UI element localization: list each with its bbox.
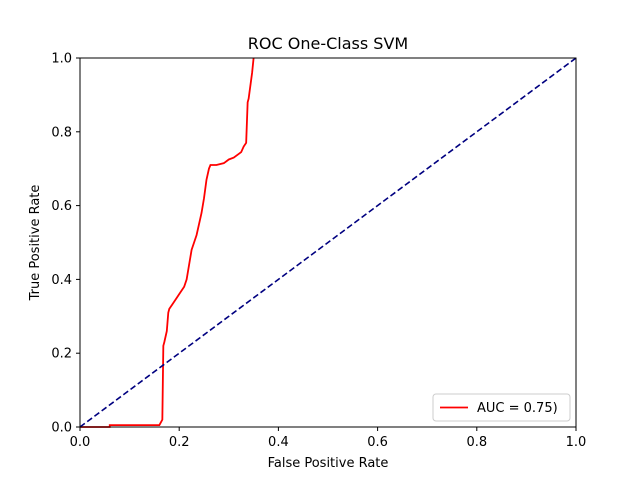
y-tick-label: 1.0 — [51, 52, 72, 67]
y-axis-label: True Positive Rate — [28, 185, 43, 302]
legend-box — [432, 393, 571, 422]
y-axis-ticks: 0.0 0.2 0.4 0.6 0.8 1.0 — [51, 52, 80, 436]
x-tick-label: 0.6 — [367, 435, 388, 450]
y-tick-label: 0.4 — [51, 273, 72, 288]
diagonal-reference-line — [79, 57, 577, 428]
y-tick-label: 0.6 — [51, 199, 72, 214]
y-tick-label: 0.2 — [51, 347, 72, 362]
x-axis-label: False Positive Rate — [268, 456, 389, 471]
legend-label: AUC = 0.75) — [477, 401, 558, 416]
x-tick-label: 0.4 — [268, 435, 289, 450]
x-axis-ticks: 0.0 0.2 0.4 0.6 0.8 1.0 — [70, 427, 587, 450]
x-tick-label: 0.8 — [466, 435, 487, 450]
series-layer — [79, 57, 577, 428]
legend: AUC = 0.75) — [432, 393, 571, 422]
chart-title: ROC One-Class SVM — [248, 34, 408, 53]
roc-curve-line — [80, 57, 255, 428]
y-tick-label: 0.0 — [51, 421, 72, 436]
x-tick-label: 0.0 — [70, 435, 91, 450]
y-tick-label: 0.8 — [51, 125, 72, 140]
x-tick-label: 0.2 — [169, 435, 190, 450]
plot-frame — [79, 57, 577, 428]
x-tick-label: 1.0 — [566, 435, 587, 450]
